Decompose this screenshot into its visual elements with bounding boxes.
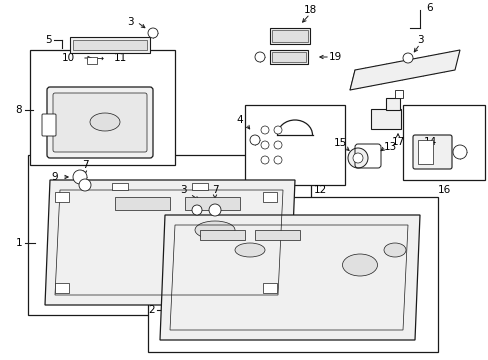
Polygon shape <box>160 215 419 340</box>
Text: 16: 16 <box>436 185 450 195</box>
Circle shape <box>254 52 264 62</box>
Ellipse shape <box>195 221 235 239</box>
Text: 3: 3 <box>179 185 186 195</box>
FancyBboxPatch shape <box>42 114 56 136</box>
Bar <box>417 140 432 164</box>
Bar <box>269 50 307 64</box>
Polygon shape <box>45 180 294 305</box>
Text: 10: 10 <box>61 53 74 63</box>
Text: 8: 8 <box>15 105 22 115</box>
Bar <box>30 50 175 165</box>
Circle shape <box>273 156 282 164</box>
Circle shape <box>79 179 91 191</box>
Circle shape <box>347 148 367 168</box>
Bar <box>271 52 305 62</box>
Circle shape <box>192 205 202 215</box>
Text: 7: 7 <box>81 160 88 170</box>
Text: 13: 13 <box>383 142 396 152</box>
Ellipse shape <box>90 113 120 131</box>
Bar <box>70 37 150 53</box>
FancyBboxPatch shape <box>47 87 153 158</box>
Circle shape <box>402 53 412 63</box>
Text: 11: 11 <box>113 53 126 63</box>
Text: 1: 1 <box>15 238 22 248</box>
Text: 18: 18 <box>303 5 316 15</box>
Text: 2: 2 <box>148 305 155 315</box>
FancyBboxPatch shape <box>370 109 400 129</box>
Bar <box>184 197 240 210</box>
Text: 14: 14 <box>423 137 436 147</box>
Bar <box>263 283 276 293</box>
Text: 9: 9 <box>52 172 58 182</box>
Text: 5: 5 <box>44 35 51 45</box>
Bar <box>112 183 128 190</box>
Text: 12: 12 <box>313 185 326 195</box>
Circle shape <box>261 141 268 149</box>
Bar <box>385 98 399 110</box>
Bar <box>55 192 69 202</box>
Text: 19: 19 <box>328 52 341 62</box>
Bar <box>115 197 170 210</box>
Text: 3: 3 <box>126 17 133 27</box>
Text: 4: 4 <box>236 115 243 125</box>
Bar <box>263 192 276 202</box>
Circle shape <box>352 153 362 163</box>
Bar <box>254 230 299 240</box>
Bar <box>87 57 97 64</box>
Circle shape <box>73 170 87 184</box>
Bar <box>269 28 309 44</box>
Circle shape <box>273 126 282 134</box>
Text: 3: 3 <box>416 35 423 45</box>
Text: 7: 7 <box>211 185 218 195</box>
Circle shape <box>261 126 268 134</box>
Bar <box>244 105 345 185</box>
Bar <box>394 90 402 98</box>
Ellipse shape <box>342 254 377 276</box>
Circle shape <box>249 135 260 145</box>
Text: →: → <box>96 54 103 63</box>
Bar <box>73 40 147 50</box>
Bar <box>28 155 310 315</box>
Circle shape <box>452 145 466 159</box>
Circle shape <box>148 28 158 38</box>
Ellipse shape <box>383 243 405 257</box>
Bar <box>55 283 69 293</box>
Circle shape <box>261 156 268 164</box>
FancyBboxPatch shape <box>53 93 147 152</box>
FancyBboxPatch shape <box>412 135 451 169</box>
Text: 15: 15 <box>333 138 346 148</box>
Polygon shape <box>349 50 459 90</box>
Bar <box>192 183 207 190</box>
Bar <box>402 105 484 180</box>
Text: 6: 6 <box>426 3 432 13</box>
Bar <box>271 30 307 42</box>
Ellipse shape <box>235 243 264 257</box>
Bar <box>200 230 244 240</box>
Circle shape <box>208 204 221 216</box>
Circle shape <box>273 141 282 149</box>
Bar <box>148 197 437 352</box>
Text: 17: 17 <box>390 137 404 147</box>
